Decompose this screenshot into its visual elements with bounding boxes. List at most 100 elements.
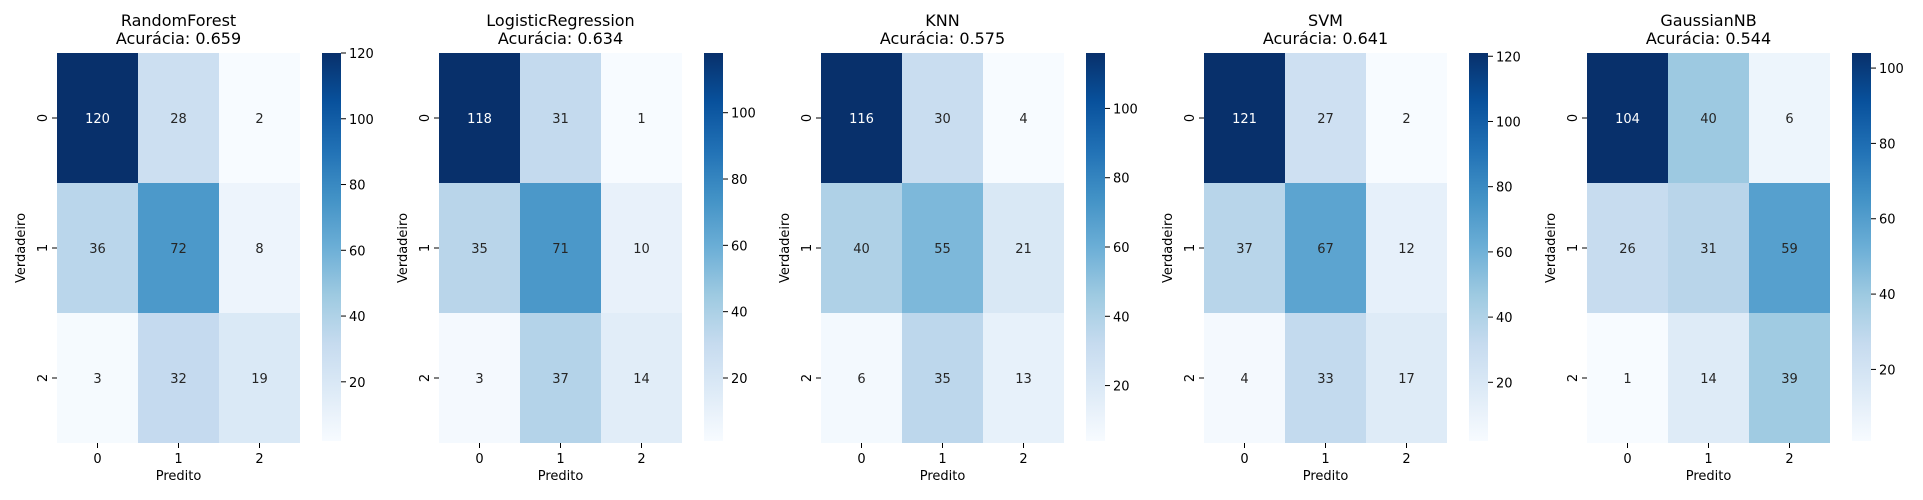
cell-value-label: 31 [552,112,569,127]
heatmap-cell [821,313,902,443]
panel-subtitle: Acurácia: 0.634 [498,29,623,48]
y-tick-label: 0 [1183,114,1198,122]
y-tick-label: 1 [36,244,51,252]
heatmap-cell [57,183,138,313]
heatmap-cell [1285,53,1366,183]
cell-value-label: 12 [1398,242,1415,257]
y-tick-label: 1 [1566,244,1581,252]
y-tick-label: 1 [800,244,815,252]
heatmap-cell [1285,183,1366,313]
colorbar-tick-label: 60 [349,244,366,259]
colorbar-tick-label: 100 [1879,62,1904,77]
heatmap-cell [1366,313,1447,443]
colorbar-tick-label: 80 [1879,137,1896,152]
cell-value-label: 13 [1015,372,1032,387]
cell-value-label: 39 [1781,372,1798,387]
heatmap-cell [1285,313,1366,443]
colorbar [322,53,341,441]
heatmap-cell [1587,53,1668,183]
cell-value-label: 31 [1700,242,1717,257]
x-tick-label: 1 [1704,452,1712,467]
x-tick-label: 2 [255,452,263,467]
cell-value-label: 8 [255,242,263,257]
cell-value-label: 3 [93,372,101,387]
heatmap-cell [1587,183,1668,313]
cell-value-label: 104 [1615,112,1640,127]
x-tick-label: 0 [93,452,101,467]
y-tick-label: 2 [1566,374,1581,382]
cell-value-label: 37 [1236,242,1253,257]
heatmap-cell [520,53,601,183]
heatmap-cell [138,183,219,313]
x-tick-label: 1 [1321,452,1329,467]
x-tick-label: 0 [1623,452,1631,467]
panel-title: RandomForest [121,11,236,30]
heatmap-cell [520,313,601,443]
cell-value-label: 27 [1317,112,1334,127]
y-tick-label: 1 [1183,244,1198,252]
colorbar-tick-label: 120 [349,47,374,62]
heatmap-cell [821,183,902,313]
heatmap-cell [983,183,1064,313]
colorbar-tick-label: 40 [1113,310,1130,325]
x-tick-label: 1 [556,452,564,467]
heatmap-cell [601,53,682,183]
y-tick-label: 2 [800,374,815,382]
cell-value-label: 59 [1781,242,1798,257]
heatmap-cell [1668,183,1749,313]
colorbar-tick-label: 40 [731,306,748,321]
heatmap-cell [439,313,520,443]
colorbar-tick-label: 20 [349,376,366,391]
cell-value-label: 14 [633,372,650,387]
panel-subtitle: Acurácia: 0.641 [1263,29,1388,48]
y-tick-label: 0 [800,114,815,122]
heatmap-cell [902,183,983,313]
cell-value-label: 19 [251,372,268,387]
colorbar-tick-label: 20 [731,372,748,387]
colorbar-tick-label: 80 [731,173,748,188]
x-tick-label: 2 [1019,452,1027,467]
y-tick-label: 2 [1183,374,1198,382]
cell-value-label: 14 [1700,372,1717,387]
panel-subtitle: Acurácia: 0.575 [880,29,1005,48]
cell-value-label: 72 [170,242,187,257]
panel-title: KNN [925,11,959,30]
cell-value-label: 33 [1317,372,1334,387]
cell-value-label: 4 [1019,112,1027,127]
heatmap-cell [1668,313,1749,443]
cell-value-label: 26 [1619,242,1636,257]
colorbar-tick-label: 100 [1113,102,1138,117]
x-tick-label: 2 [1402,452,1410,467]
x-axis-label: Predito [538,469,584,484]
x-tick-label: 0 [857,452,865,467]
heatmap-cell [439,53,520,183]
cell-value-label: 3 [475,372,483,387]
cell-value-label: 6 [857,372,865,387]
heatmap-cell [57,313,138,443]
y-axis-label: Verdadeiro [778,213,793,283]
x-tick-label: 1 [938,452,946,467]
colorbar-tick-label: 60 [1496,246,1513,261]
cell-value-label: 71 [552,242,569,257]
x-tick-label: 0 [1240,452,1248,467]
colorbar-tick-label: 80 [1113,172,1130,187]
cell-value-label: 55 [934,242,951,257]
heatmap-cell [1749,53,1830,183]
x-tick-label: 0 [475,452,483,467]
cell-value-label: 35 [934,372,951,387]
cell-value-label: 2 [1402,112,1410,127]
panel-subtitle: Acurácia: 0.659 [116,29,241,48]
cell-value-label: 67 [1317,242,1334,257]
panel-title: GaussianNB [1660,11,1756,30]
heatmap-cell [520,183,601,313]
colorbar [1469,53,1488,441]
colorbar-tick-label: 100 [349,113,374,128]
heatmap-cell [439,183,520,313]
cell-value-label: 10 [633,242,650,257]
cell-value-label: 32 [170,372,187,387]
x-axis-label: Predito [1303,469,1349,484]
colorbar-tick-label: 20 [1496,376,1513,391]
x-tick-label: 2 [1785,452,1793,467]
